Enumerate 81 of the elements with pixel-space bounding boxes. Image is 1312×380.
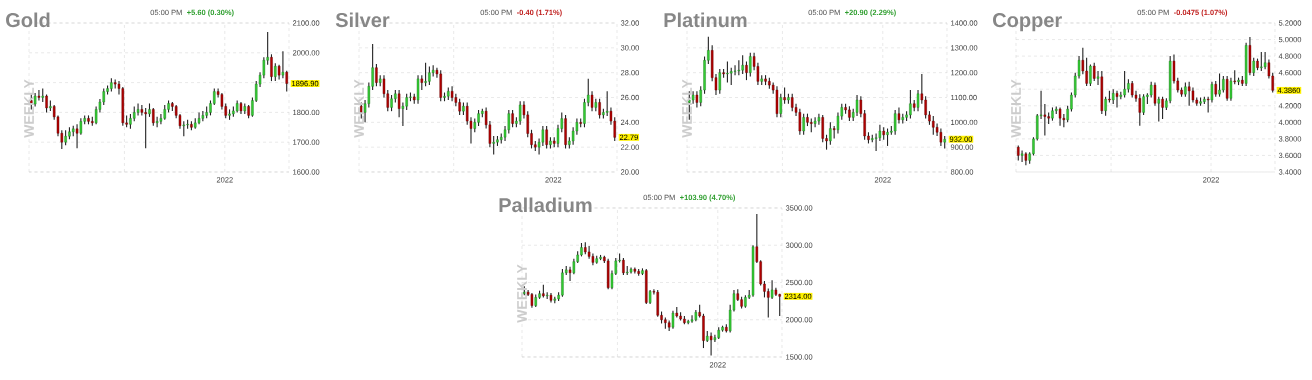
candlestick xyxy=(605,90,609,117)
candlestick xyxy=(598,98,601,120)
candlestick xyxy=(424,62,427,87)
candlestick xyxy=(726,60,729,84)
candlestick xyxy=(1260,51,1263,72)
candlestick xyxy=(855,94,859,117)
candlestick xyxy=(439,69,442,102)
candlestick xyxy=(779,93,783,118)
candlestick xyxy=(416,74,420,105)
candlestick xyxy=(1058,106,1062,127)
candlestick xyxy=(690,314,694,324)
candlestick xyxy=(75,123,79,149)
candlestick xyxy=(1218,72,1221,98)
candlestick xyxy=(886,127,889,147)
candlestick xyxy=(1256,58,1259,71)
y-axis-title: WEEKLY xyxy=(354,79,364,138)
candlestick xyxy=(148,102,151,118)
candlestick xyxy=(1138,93,1142,127)
candlestick xyxy=(709,331,713,357)
candlestick xyxy=(443,91,446,102)
candlestick xyxy=(741,54,744,75)
candlestick xyxy=(545,125,548,149)
candlestick xyxy=(1161,96,1164,120)
candlestick xyxy=(87,114,90,125)
candlestick xyxy=(201,110,205,122)
candlestick xyxy=(718,68,722,95)
candlestick xyxy=(656,289,659,318)
candlestick xyxy=(749,52,752,77)
candlestick xyxy=(1157,96,1161,123)
candlestick xyxy=(197,111,201,125)
candlestick xyxy=(375,63,378,87)
candlestick xyxy=(583,98,586,128)
candlestick xyxy=(144,107,147,149)
candlestick xyxy=(802,113,805,136)
candlestick xyxy=(492,135,495,156)
candlestick xyxy=(270,53,273,82)
candlestick xyxy=(745,60,748,81)
candlestick xyxy=(518,100,522,126)
candlestick xyxy=(37,89,41,102)
candlestick xyxy=(1123,70,1126,99)
chart-title: Copper xyxy=(993,13,1062,32)
y-axis-title: WEEKLY xyxy=(24,79,34,138)
candlestick xyxy=(1089,63,1092,87)
candlestick xyxy=(775,85,779,118)
candlestick xyxy=(829,121,832,146)
chart-title: Palladium xyxy=(499,197,592,213)
candlestick xyxy=(1263,51,1267,70)
candlestick xyxy=(450,85,454,102)
candlestick xyxy=(1187,81,1191,107)
candlestick xyxy=(568,266,572,282)
candlestick xyxy=(496,135,499,147)
candlestick xyxy=(897,106,901,125)
candlestick xyxy=(1225,75,1229,102)
candlestick xyxy=(798,108,802,136)
candlestick xyxy=(1085,57,1088,87)
candlestick xyxy=(561,268,564,298)
candlestick xyxy=(909,89,912,120)
candlestick xyxy=(924,95,927,120)
chart-title: Platinum xyxy=(664,12,747,28)
y-axis-title: WEEKLY xyxy=(517,264,527,323)
candlestick xyxy=(817,113,821,126)
candlestick xyxy=(932,115,935,136)
candlestick xyxy=(1252,57,1255,77)
chart-title: Gold xyxy=(6,12,50,28)
candlestick xyxy=(767,287,770,319)
candlestick xyxy=(1096,70,1100,86)
candlestick xyxy=(737,59,741,76)
candlestick xyxy=(813,116,817,128)
candlestick xyxy=(1142,93,1145,116)
candlestick xyxy=(1104,96,1107,117)
chart-title: Silver xyxy=(335,12,390,28)
candlestick xyxy=(1093,62,1096,82)
candlestick xyxy=(1115,90,1119,108)
y-axis-title: WEEKLY xyxy=(682,79,692,138)
candlestick xyxy=(688,90,691,121)
candlestick xyxy=(428,65,431,86)
candlestick xyxy=(281,50,285,79)
candlestick xyxy=(821,114,824,143)
candlestick xyxy=(893,109,897,136)
candlestick xyxy=(1020,149,1024,163)
candlestick xyxy=(155,116,159,128)
